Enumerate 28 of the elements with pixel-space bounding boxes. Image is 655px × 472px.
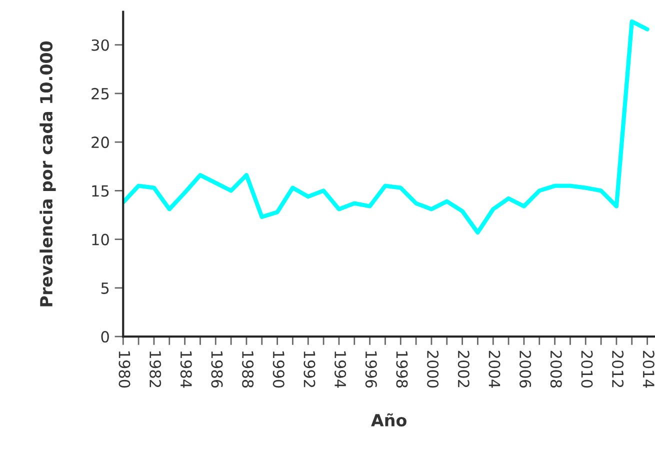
x-tick-label: 1998 [396,351,408,388]
x-tick-label: 2012 [612,350,624,388]
x-tick-label: 1994 [334,351,346,388]
x-tick-label: 1986 [211,351,223,388]
x-tick-label: 2008 [550,350,562,388]
x-tick-label: 2006 [520,350,532,388]
x-tick-label: 1984 [180,351,192,388]
y-tick-label: 5 [101,282,109,294]
y-tick-label: 25 [92,88,109,100]
x-tick-label: 1980 [118,351,130,388]
y-axis-title: Prevalencia por cada 10.000 [40,41,56,306]
y-tick-label: 10 [92,234,109,246]
y-tick-label: 15 [92,185,109,197]
y-tick-label: 0 [101,331,109,343]
x-tick-label: 1996 [365,351,377,388]
y-tick-label: 20 [92,136,109,148]
x-tick-label: 1992 [304,351,316,388]
x-tick-label: 1990 [272,351,284,388]
x-tick-label: 1988 [242,351,254,388]
x-tick-label: 2000 [427,350,439,388]
x-tick-label: 2002 [458,350,470,388]
x-tick-label: 2004 [488,350,500,388]
y-tick-label: 30 [92,39,109,51]
x-tick-label: 1982 [150,351,162,388]
x-tick-label: 2010 [581,350,593,388]
x-axis-title: Año [371,413,406,427]
line-series [123,19,650,235]
x-tick-label: 2014 [642,350,654,388]
